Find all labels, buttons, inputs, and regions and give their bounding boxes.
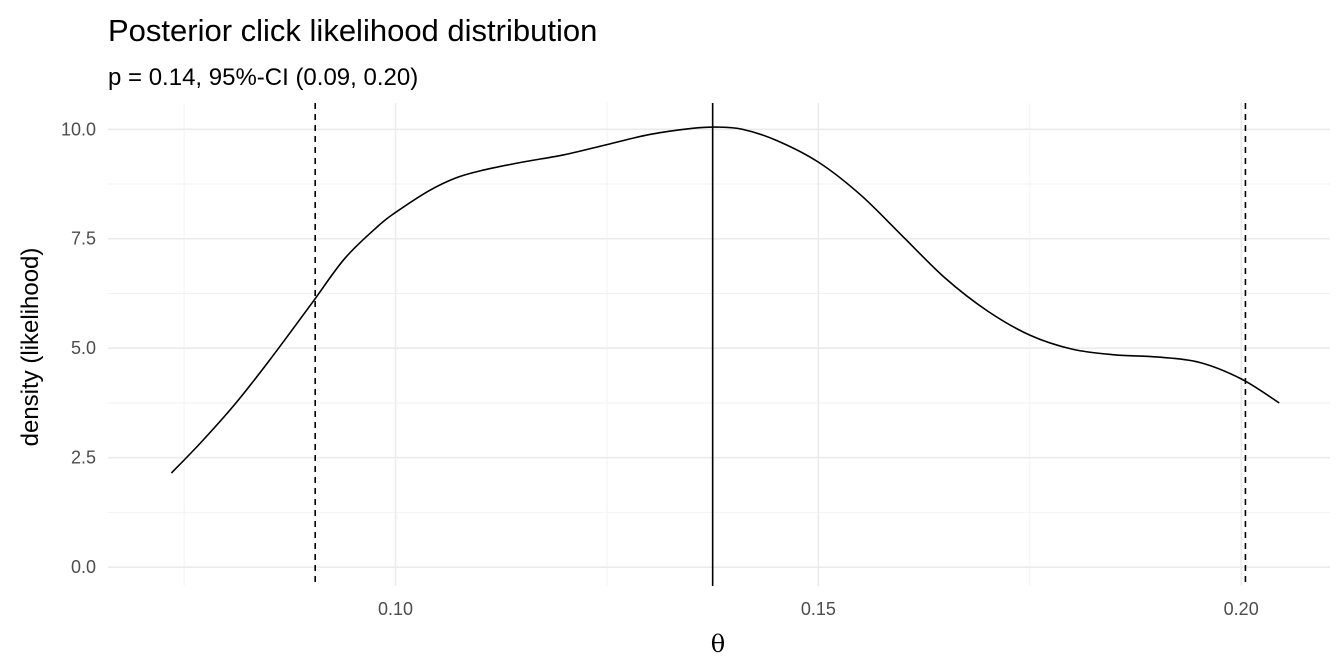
x-tick-label: 0.20 <box>1224 599 1259 619</box>
chart-title: Posterior click likelihood distribution <box>108 13 597 48</box>
minor-gridlines <box>108 103 1330 586</box>
y-tick-label: 5.0 <box>71 338 96 358</box>
y-tick-label: 10.0 <box>61 119 96 139</box>
chart-subtitle: p = 0.14, 95%-CI (0.09, 0.20) <box>108 64 418 91</box>
reference-lines <box>314 103 1247 586</box>
y-tick-label: 2.5 <box>71 448 96 468</box>
y-axis-ticks: 0.0 2.5 5.0 7.5 10.0 <box>61 119 96 577</box>
x-axis-title: θ <box>711 630 725 658</box>
x-tick-label: 0.15 <box>801 599 836 619</box>
x-tick-label: 0.10 <box>378 599 413 619</box>
y-axis-title: density (likelihood) <box>17 248 44 447</box>
density-curve-0 <box>170 126 1280 474</box>
y-tick-label: 7.5 <box>71 229 96 249</box>
x-axis-ticks: 0.10 0.15 0.20 <box>378 599 1259 619</box>
density-series <box>170 126 1280 474</box>
major-gridlines <box>108 103 1330 586</box>
y-tick-label: 0.0 <box>71 557 96 577</box>
